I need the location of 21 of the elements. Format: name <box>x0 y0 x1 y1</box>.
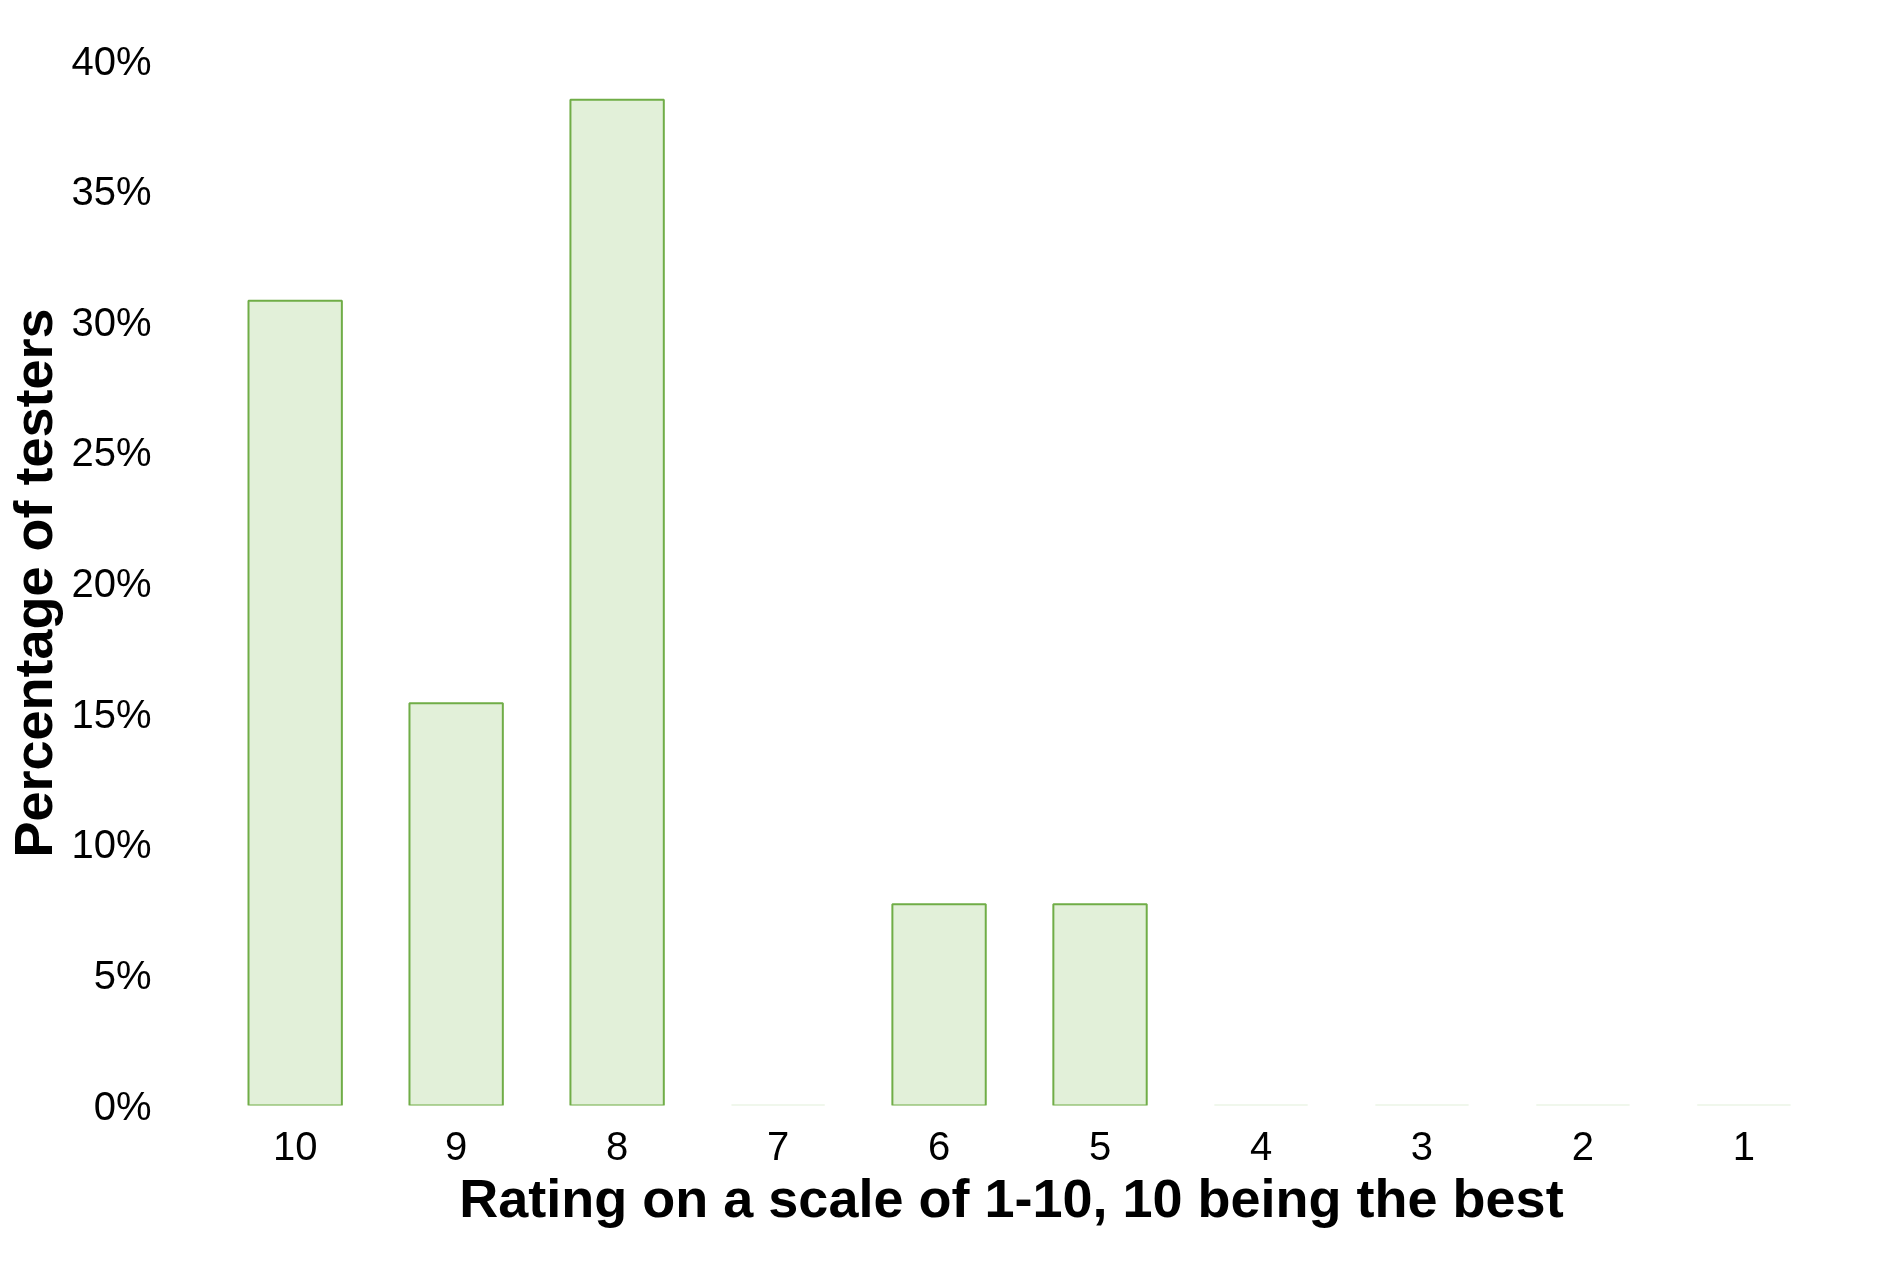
x-tick-label: 7 <box>766 1123 790 1168</box>
x-tick-label: 6 <box>927 1123 951 1168</box>
y-tick-label: 25% <box>71 430 152 475</box>
y-tick-label: 30% <box>71 299 152 344</box>
y-tick-label: 20% <box>71 561 152 605</box>
y-tick-label: 5% <box>93 952 152 997</box>
x-tick-label: 2 <box>1571 1123 1595 1168</box>
y-tick-label: 10% <box>71 822 152 867</box>
x-tick-label: 9 <box>445 1123 468 1168</box>
y-tick-label: 15% <box>71 691 152 736</box>
x-tick-label: 5 <box>1088 1123 1112 1168</box>
y-tick-label: 35% <box>71 169 152 214</box>
x-tick-label: 3 <box>1410 1123 1434 1168</box>
x-tick-label: 4 <box>1249 1123 1273 1168</box>
x-tick-label: 10 <box>272 1123 318 1168</box>
x-tick-label: 1 <box>1732 1123 1756 1168</box>
x-tick-label: 8 <box>606 1123 629 1168</box>
y-axis-title: Percentage of testers <box>3 308 64 858</box>
y-tick-label: 40% <box>71 38 152 83</box>
x-axis-title: Rating on a scale of 1-10, 10 being the best <box>459 1167 1564 1228</box>
y-tick-label: 0% <box>93 1083 152 1128</box>
